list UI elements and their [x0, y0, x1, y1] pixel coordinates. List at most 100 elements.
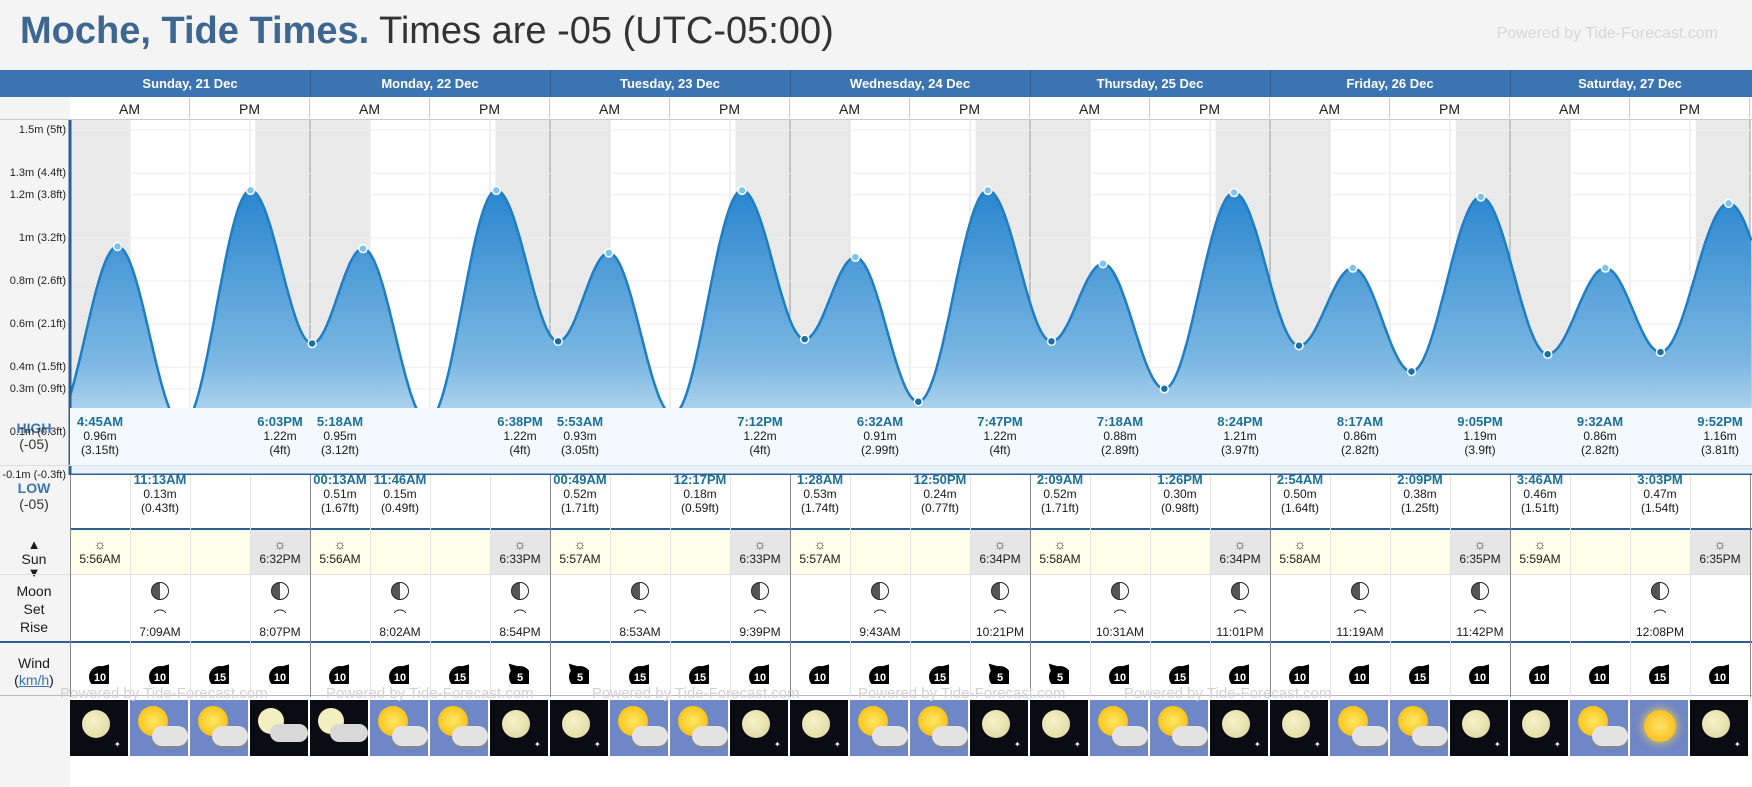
day-separator — [1030, 70, 1031, 97]
sunrise-icon: ☼ — [333, 536, 347, 552]
moon-phase-icon — [1651, 582, 1669, 600]
moon-phase-icon — [151, 582, 169, 600]
slot-divider — [970, 475, 971, 697]
moon-phase-icon — [1471, 582, 1489, 600]
sunrise-cell: ☼ 5:59AM — [1510, 536, 1570, 566]
y-tick-label: 1.3m (4.4ft) — [9, 167, 66, 180]
weather-icon: ✦ — [970, 700, 1028, 756]
low-tide-point — [799, 334, 810, 344]
wind-arrow-icon: 15 — [1649, 663, 1669, 684]
sunset-cell: ☼ 6:35PM — [1450, 530, 1510, 574]
high-tide-point — [983, 185, 993, 196]
wind-arrow-icon: 15 — [689, 663, 709, 684]
location-title: Moche, Tide Times. — [20, 10, 370, 52]
moon-cell: ⌒ 10:21PM — [970, 582, 1030, 639]
sunset-icon: ☼ — [753, 536, 767, 552]
pm-header: PM — [430, 98, 550, 120]
wind-speed: 15 — [634, 672, 646, 684]
wind-speed: 15 — [934, 672, 946, 684]
high-tide-point — [1723, 198, 1734, 209]
tide-line — [68, 189, 1752, 427]
moon-rise-icon: ⌒ — [153, 609, 167, 624]
moon-cell: ⌒ 8:53AM — [610, 582, 670, 639]
sunset-cell: ☼ 6:33PM — [490, 530, 550, 574]
weather-icon: ✦ — [1510, 700, 1568, 756]
low-tide-point — [1046, 336, 1057, 347]
high-tide-cell: 4:45AM 0.96m (3.15ft) — [76, 414, 124, 458]
wind-arrow-icon: 10 — [1709, 663, 1729, 684]
wind-speed: 10 — [274, 672, 286, 684]
sunrise-icon: ☼ — [573, 536, 587, 552]
weather-icon — [610, 700, 668, 756]
sun-label: ▲ Sun ▼ — [21, 537, 47, 580]
slot-divider — [610, 475, 611, 697]
pm-header: PM — [1390, 98, 1510, 120]
slot-divider — [130, 475, 131, 697]
high-tide-point — [112, 241, 123, 252]
day-separator — [550, 70, 551, 97]
high-tide-point — [1600, 263, 1611, 273]
wind-arrow-icon: 5 — [988, 663, 1009, 684]
y-tick-label: -0.1m (-0.3ft) — [2, 469, 66, 481]
wind-unit-link[interactable]: km/h — [18, 672, 50, 688]
timezone-label: Times are -05 (UTC-05:00) — [379, 10, 834, 52]
moon-cell: ⌒ 12:08PM — [1630, 582, 1690, 639]
wind-arrow-icon: 15 — [449, 663, 469, 684]
high-tide-cell: 6:03PM 1.22m (4ft) — [257, 414, 303, 458]
ampm-bottom-border — [0, 119, 1752, 120]
high-row-bg — [70, 408, 1752, 465]
low-tide-point — [1655, 347, 1666, 357]
sunset-cell: ☼ 6:34PM — [970, 530, 1030, 574]
wind-arrow-icon: 10 — [1589, 663, 1609, 684]
pm-header: PM — [670, 98, 790, 120]
slot-divider — [1630, 475, 1631, 697]
high-tide-cell: 7:12PM 1.22m (4ft) — [737, 414, 783, 458]
slot-divider — [1090, 475, 1091, 697]
wind-arrow-icon: 10 — [1529, 663, 1549, 684]
wind-speed: 10 — [334, 672, 346, 684]
moon-phase-icon — [991, 582, 1009, 600]
wind-speed: 5 — [517, 672, 523, 684]
wind-speed: 5 — [997, 672, 1003, 684]
moon-cell: ⌒ 10:31AM — [1090, 582, 1150, 639]
day-separator — [310, 70, 311, 97]
wind-speed: 10 — [394, 672, 406, 684]
low-tide-point — [307, 338, 317, 349]
moon-rise-icon: ⌒ — [633, 609, 647, 624]
moon-cell: ⌒ 8:54PM — [490, 582, 550, 639]
low-tide-point — [1159, 384, 1170, 394]
day-divider — [1510, 475, 1511, 697]
sunset-cell: ☼ 6:33PM — [730, 530, 790, 574]
wind-speed: 10 — [1114, 672, 1126, 684]
slot-divider — [730, 475, 731, 697]
sunrise-icon: ☼ — [1293, 536, 1307, 552]
sunset-cell: ☼ 6:34PM — [1210, 530, 1270, 574]
wind-arrow-icon: 10 — [269, 663, 289, 684]
wind-arrow-icon: 15 — [929, 663, 949, 684]
wind-arrow-icon: 5 — [508, 663, 529, 684]
low-tide-point — [1294, 340, 1304, 351]
wind-speed: 10 — [94, 672, 106, 684]
powered-by-link[interactable]: Powered by Tide-Forecast.com — [1496, 25, 1718, 42]
slot-divider — [1390, 475, 1391, 697]
low-tide-cell: 1:28AM 0.53m (1.74ft) — [796, 472, 844, 516]
am-header: AM — [1510, 98, 1630, 120]
weather-icon — [1570, 700, 1628, 756]
tide-table: Sunday, 21 Dec Monday, 22 Dec Tuesday, 23 … — [0, 70, 1752, 787]
wind-speed: 10 — [1534, 672, 1546, 684]
weather-icon: ✦ — [550, 700, 608, 756]
moon-phase-icon — [511, 582, 529, 600]
wind-arrow-icon: 10 — [869, 663, 889, 684]
wind-row-top-border — [0, 641, 1752, 643]
moon-phase-icon — [271, 582, 289, 600]
day-header: Wednesday, 24 Dec — [849, 76, 971, 91]
wind-arrow-icon: 10 — [1469, 663, 1489, 684]
low-tide-point — [1406, 366, 1417, 377]
low-tide-cell: 12:50PM 0.24m (0.77ft) — [913, 472, 967, 516]
wind-speed: 10 — [1234, 672, 1246, 684]
pm-header: PM — [1150, 98, 1270, 120]
weather-row-top-border — [0, 695, 1752, 696]
weather-icon — [310, 700, 368, 756]
row-label-column — [0, 70, 70, 787]
pm-header: PM — [910, 98, 1030, 120]
